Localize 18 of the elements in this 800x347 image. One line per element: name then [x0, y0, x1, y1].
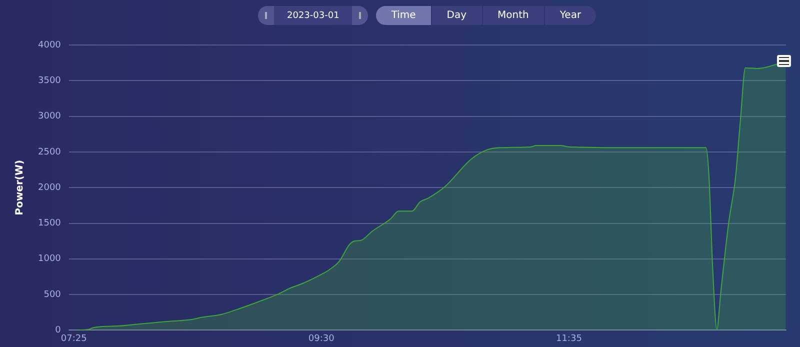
x-tick-label: 11:35 — [556, 334, 582, 344]
y-axis-title: Power(W) — [14, 160, 26, 216]
y-tick-label: 1000 — [38, 254, 62, 264]
y-tick-label: 3000 — [38, 112, 62, 122]
y-tick-label: 3500 — [38, 76, 62, 86]
x-tick-label: 09:30 — [308, 334, 335, 344]
text: 2023-03-01 — [286, 10, 340, 20]
y-tick-label: 4000 — [38, 40, 62, 50]
text: Year — [544, 6, 596, 25]
text: Month — [482, 6, 544, 25]
y-tick-label: 1500 — [38, 218, 62, 229]
y-tick-label: 2500 — [38, 147, 62, 158]
y-tick-label: 2000 — [38, 182, 62, 193]
text: Day — [430, 6, 482, 25]
y-tick-label: 0 — [55, 326, 62, 336]
x-tick-label: 07:25 — [60, 334, 87, 344]
y-tick-label: 500 — [44, 290, 62, 300]
text: Time — [376, 6, 431, 25]
